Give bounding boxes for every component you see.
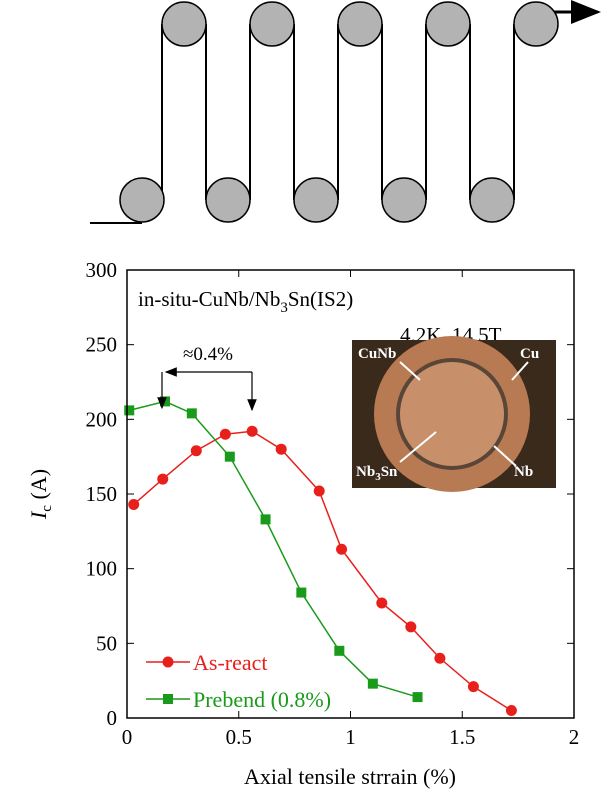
plot: 0 50 100 150 200 250 300 0 0.5 1 1.5 2 As-react Prebe… <box>86 258 580 749</box>
shift-label: ≈0.4% <box>183 344 233 365</box>
legend-label: Prebend (0.8%) <box>193 687 331 712</box>
y-tick-label: 100 <box>86 557 118 581</box>
shift-arrows <box>157 367 257 412</box>
y-tick-label: 250 <box>86 333 118 357</box>
point <box>124 405 135 416</box>
point <box>296 587 307 598</box>
point <box>505 705 517 717</box>
point <box>224 451 235 462</box>
point <box>434 652 446 664</box>
plot-frame <box>126 269 575 719</box>
inset-photo: CuNb Cu Nb3Sn Nb <box>352 336 556 492</box>
inset-label: CuNb <box>358 346 396 362</box>
x-tick-label: 0 <box>122 725 133 749</box>
point <box>162 656 174 668</box>
x-tick-label: 1 <box>345 725 356 749</box>
y-tick-label: 0 <box>107 706 118 730</box>
inset-label: Nb3Sn <box>356 464 398 483</box>
y-tick-label: 50 <box>96 631 117 655</box>
y-tick-label: 300 <box>86 258 118 282</box>
annotation: in-situ-CuNb/Nb3Sn(IS2) <box>138 287 353 316</box>
point <box>163 694 173 704</box>
x-tick-label: 1.5 <box>449 725 475 749</box>
point <box>376 597 388 609</box>
point <box>246 425 258 437</box>
point <box>157 473 169 485</box>
y-axis-label: Ic (A) <box>26 469 55 520</box>
point <box>367 678 378 689</box>
x-tick-label: 0.5 <box>226 725 252 749</box>
point <box>260 514 271 525</box>
point <box>405 621 417 633</box>
point <box>334 645 345 656</box>
point <box>128 498 140 510</box>
point <box>336 543 348 555</box>
point <box>467 681 479 693</box>
point <box>313 485 325 497</box>
x-tick-label: 2 <box>569 725 580 749</box>
y-tick-label: 200 <box>86 407 118 431</box>
inset-label: Nb <box>514 464 533 480</box>
legend-label: As-react <box>193 650 268 675</box>
x-axis-label: Axial tensile strrain (%) <box>244 764 456 789</box>
point <box>190 445 202 457</box>
point <box>219 428 231 440</box>
roller-diagram <box>90 0 601 224</box>
inset-label: Cu <box>520 346 539 362</box>
point <box>275 443 287 455</box>
point <box>186 408 197 419</box>
point <box>412 692 423 703</box>
y-tick-label: 150 <box>86 482 118 506</box>
